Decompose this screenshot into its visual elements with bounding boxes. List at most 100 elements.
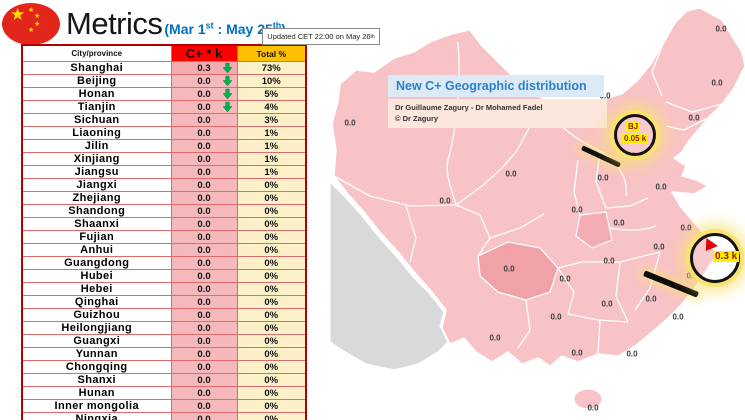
- total-cell[interactable]: 1%: [236, 139, 307, 153]
- value-cell[interactable]: 0.0: [170, 295, 238, 309]
- total-cell[interactable]: 0%: [236, 412, 307, 420]
- value-cell[interactable]: 0.0: [170, 191, 238, 205]
- table-row: Guangxi 0.0 0%: [21, 334, 307, 348]
- total-cell[interactable]: 73%: [236, 61, 307, 75]
- column-header-ck[interactable]: C+ * k: [170, 44, 238, 62]
- total-cell[interactable]: 0%: [236, 321, 307, 335]
- value-cell[interactable]: 0.0: [170, 217, 238, 231]
- table-row: Hubei 0.0 0%: [21, 269, 307, 283]
- total-cell[interactable]: 0%: [236, 347, 307, 361]
- city-cell[interactable]: Hubei: [21, 269, 172, 283]
- city-cell[interactable]: Guangxi: [21, 334, 172, 348]
- value-cell[interactable]: 0.0: [170, 230, 238, 244]
- total-cell[interactable]: 0%: [236, 269, 307, 283]
- city-cell[interactable]: Ningxia: [21, 412, 172, 420]
- total-cell[interactable]: 0%: [236, 386, 307, 400]
- column-header-city[interactable]: City/province: [21, 44, 172, 62]
- city-cell[interactable]: Jiangxi: [21, 178, 172, 192]
- value-cell[interactable]: 0.0: [170, 334, 238, 348]
- total-cell[interactable]: 0%: [236, 308, 307, 322]
- city-cell[interactable]: Shanxi: [21, 373, 172, 387]
- hainan-island: [573, 388, 603, 410]
- value-text: 0.0: [197, 166, 211, 178]
- value-cell[interactable]: 0.0: [170, 178, 238, 192]
- value-text: 0.0: [197, 296, 211, 308]
- total-cell[interactable]: 4%: [236, 100, 307, 114]
- city-cell[interactable]: Guizhou: [21, 308, 172, 322]
- value-cell[interactable]: 0.0: [170, 412, 238, 420]
- city-cell[interactable]: Fujian: [21, 230, 172, 244]
- total-cell[interactable]: 0%: [236, 295, 307, 309]
- down-arrow-icon: [222, 88, 232, 100]
- credits-copyright: © Dr Zagury: [395, 114, 439, 124]
- city-cell[interactable]: Chongqing: [21, 360, 172, 374]
- column-header-total[interactable]: Total %: [236, 44, 307, 62]
- value-cell[interactable]: 0.0: [170, 165, 238, 179]
- city-cell[interactable]: Beijing: [21, 74, 172, 88]
- total-cell[interactable]: 0%: [236, 360, 307, 374]
- value-cell[interactable]: 0.0: [170, 256, 238, 270]
- value-cell[interactable]: 0.0: [170, 87, 238, 101]
- city-cell[interactable]: Hebei: [21, 282, 172, 296]
- value-cell[interactable]: 0.0: [170, 360, 238, 374]
- city-cell[interactable]: Shanghai: [21, 61, 172, 75]
- total-cell[interactable]: 5%: [236, 87, 307, 101]
- total-cell[interactable]: 1%: [236, 152, 307, 166]
- total-cell[interactable]: 1%: [236, 126, 307, 140]
- sichuan-province: [477, 241, 559, 301]
- value-cell[interactable]: 0.0: [170, 386, 238, 400]
- total-cell[interactable]: 3%: [236, 113, 307, 127]
- city-cell[interactable]: Shandong: [21, 204, 172, 218]
- value-cell[interactable]: 0.0: [170, 269, 238, 283]
- total-cell[interactable]: 0%: [236, 178, 307, 192]
- total-cell[interactable]: 0%: [236, 204, 307, 218]
- city-cell[interactable]: Shaanxi: [21, 217, 172, 231]
- city-cell[interactable]: Jiangsu: [21, 165, 172, 179]
- value-cell[interactable]: 0.0: [170, 373, 238, 387]
- table-row: Shaanxi 0.0 0%: [21, 217, 307, 231]
- city-cell[interactable]: Hunan: [21, 386, 172, 400]
- value-text: 0.0: [197, 400, 211, 412]
- value-cell[interactable]: 0.3: [170, 61, 238, 75]
- value-cell[interactable]: 0.0: [170, 126, 238, 140]
- city-cell[interactable]: Yunnan: [21, 347, 172, 361]
- city-cell[interactable]: Xinjiang: [21, 152, 172, 166]
- city-cell[interactable]: Sichuan: [21, 113, 172, 127]
- value-cell[interactable]: 0.0: [170, 113, 238, 127]
- total-cell[interactable]: 0%: [236, 243, 307, 257]
- value-cell[interactable]: 0.0: [170, 347, 238, 361]
- total-cell[interactable]: 0%: [236, 217, 307, 231]
- table-row: Zhejiang 0.0 0%: [21, 191, 307, 205]
- city-cell[interactable]: Honan: [21, 87, 172, 101]
- city-cell[interactable]: Jilin: [21, 139, 172, 153]
- value-text: 0.0: [197, 205, 211, 217]
- value-cell[interactable]: 0.0: [170, 139, 238, 153]
- city-cell[interactable]: Qinghai: [21, 295, 172, 309]
- value-cell[interactable]: 0.0: [170, 282, 238, 296]
- value-cell[interactable]: 0.0: [170, 399, 238, 413]
- total-cell[interactable]: 0%: [236, 230, 307, 244]
- value-cell[interactable]: 0.0: [170, 243, 238, 257]
- value-cell[interactable]: 0.0: [170, 100, 238, 114]
- value-cell[interactable]: 0.0: [170, 152, 238, 166]
- total-cell[interactable]: 0%: [236, 282, 307, 296]
- total-cell[interactable]: 0%: [236, 256, 307, 270]
- city-cell[interactable]: Anhui: [21, 243, 172, 257]
- total-cell[interactable]: 1%: [236, 165, 307, 179]
- china-flag-icon: ★ ★ ★ ★ ★: [2, 3, 60, 45]
- city-cell[interactable]: Heilongjiang: [21, 321, 172, 335]
- total-cell[interactable]: 0%: [236, 373, 307, 387]
- city-cell[interactable]: Inner mongolia: [21, 399, 172, 413]
- city-cell[interactable]: Zhejiang: [21, 191, 172, 205]
- total-cell[interactable]: 0%: [236, 399, 307, 413]
- value-cell[interactable]: 0.0: [170, 74, 238, 88]
- city-cell[interactable]: Guangdong: [21, 256, 172, 270]
- total-cell[interactable]: 10%: [236, 74, 307, 88]
- city-cell[interactable]: Liaoning: [21, 126, 172, 140]
- total-cell[interactable]: 0%: [236, 334, 307, 348]
- value-cell[interactable]: 0.0: [170, 204, 238, 218]
- value-cell[interactable]: 0.0: [170, 321, 238, 335]
- value-cell[interactable]: 0.0: [170, 308, 238, 322]
- city-cell[interactable]: Tianjin: [21, 100, 172, 114]
- total-cell[interactable]: 0%: [236, 191, 307, 205]
